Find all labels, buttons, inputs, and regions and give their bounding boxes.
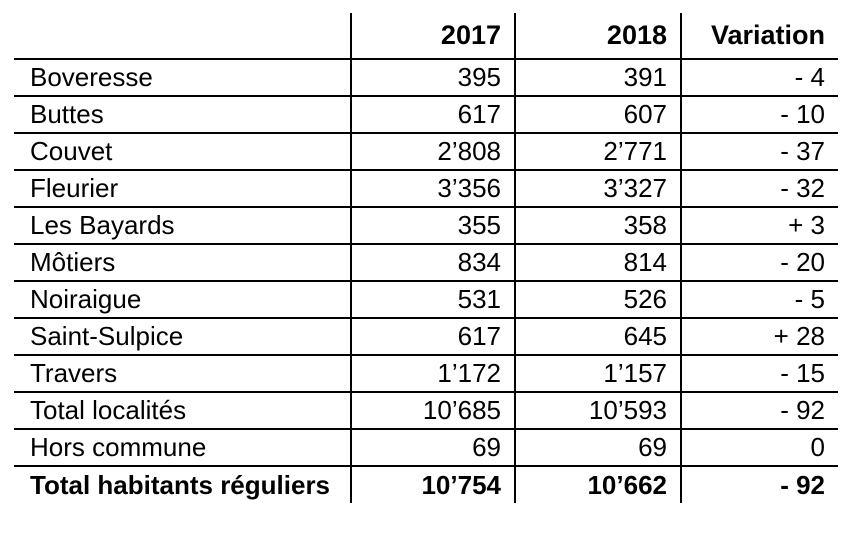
table-row-buttes: Buttes 617 607 - 10: [14, 96, 838, 134]
row-label: Total localités: [14, 392, 351, 430]
value-2018: 358: [514, 207, 681, 245]
column-header-2017: 2017: [350, 13, 515, 60]
value-2017: 1’172: [350, 355, 515, 393]
value-2018: 607: [514, 96, 681, 134]
value-2018: 1’157: [514, 355, 681, 393]
table-body: Boveresse 395 391 - 4 Buttes 617 607 - 1…: [14, 59, 838, 503]
value-variation: - 92: [680, 392, 838, 430]
value-2017: 617: [350, 96, 515, 134]
row-label: Couvet: [14, 133, 351, 171]
table-row-total-habitants: Total habitants réguliers 10’754 10’662 …: [14, 466, 838, 503]
table-row-total-localites: Total localités 10’685 10’593 - 92: [14, 392, 838, 430]
table-header: 2017 2018 Variation: [14, 13, 838, 60]
value-2018: 2’771: [514, 133, 681, 171]
row-label: Total habitants réguliers: [30, 469, 331, 500]
value-2017: 3’356: [350, 170, 515, 208]
value-variation: - 15: [680, 355, 838, 393]
value-variation: 0: [680, 429, 838, 467]
value-variation: - 10: [680, 96, 838, 134]
value-2018: 3’327: [514, 170, 681, 208]
value-variation: + 3: [680, 207, 838, 245]
population-table: 2017 2018 Variation Boveresse 395 391 - …: [14, 13, 838, 503]
value-2018: 526: [514, 281, 681, 319]
value-2017: 2’808: [350, 133, 515, 171]
value-variation: + 28: [680, 318, 838, 356]
column-header-2018: 2018: [514, 13, 681, 60]
value-2017: 617: [350, 318, 515, 356]
value-2018: 10’662: [514, 466, 681, 503]
value-2018: 391: [514, 59, 681, 97]
row-label: Boveresse: [14, 59, 351, 97]
row-label: Hors commune: [14, 429, 351, 467]
row-label: Travers: [14, 355, 351, 393]
row-label: Saint-Sulpice: [14, 318, 351, 356]
value-2017: 834: [350, 244, 515, 282]
value-2017: 531: [350, 281, 515, 319]
value-2018: 10’593: [514, 392, 681, 430]
table-row-saint-sulpice: Saint-Sulpice 617 645 + 28: [14, 318, 838, 356]
value-2017: 395: [350, 59, 515, 97]
value-variation: - 4: [680, 59, 838, 97]
value-2017: 10’685: [350, 392, 515, 430]
value-2017: 355: [350, 207, 515, 245]
table-row-motiers: Môtiers 834 814 - 20: [14, 244, 838, 282]
table-row-fleurier: Fleurier 3’356 3’327 - 32: [14, 170, 838, 208]
table-row-les-bayards: Les Bayards 355 358 + 3: [14, 207, 838, 245]
table-row-couvet: Couvet 2’808 2’771 - 37: [14, 133, 838, 171]
value-2018: 645: [514, 318, 681, 356]
value-variation: - 20: [680, 244, 838, 282]
value-2018: 69: [514, 429, 681, 467]
column-header-variation: Variation: [680, 13, 838, 60]
row-label: Les Bayards: [14, 207, 351, 245]
table-row-hors-commune: Hors commune 69 69 0: [14, 429, 838, 467]
value-variation: - 37: [680, 133, 838, 171]
row-label: Buttes: [14, 96, 351, 134]
table-row-noiraigue: Noiraigue 531 526 - 5: [14, 281, 838, 319]
header-row: 2017 2018 Variation: [14, 13, 838, 60]
table-row-travers: Travers 1’172 1’157 - 15: [14, 355, 838, 393]
column-header-locality: [14, 13, 351, 60]
value-variation: - 32: [680, 170, 838, 208]
row-label: Môtiers: [14, 244, 351, 282]
value-variation: - 5: [680, 281, 838, 319]
value-variation: - 92: [680, 466, 838, 503]
row-label: Noiraigue: [14, 281, 351, 319]
value-2018: 814: [514, 244, 681, 282]
value-2017: 69: [350, 429, 515, 467]
table-row-boveresse: Boveresse 395 391 - 4: [14, 59, 838, 97]
value-2017: 10’754: [350, 466, 515, 503]
row-label: Fleurier: [14, 170, 351, 208]
